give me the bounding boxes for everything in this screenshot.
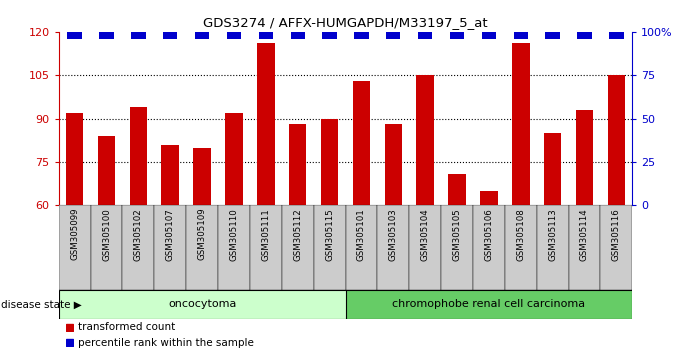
- Bar: [513, 32, 528, 39]
- Bar: [59, 290, 346, 319]
- Text: GSM305116: GSM305116: [612, 208, 621, 261]
- Text: GSM305111: GSM305111: [261, 208, 270, 261]
- Text: GSM305113: GSM305113: [548, 208, 557, 261]
- Bar: [186, 205, 218, 290]
- Bar: [66, 339, 73, 346]
- Bar: [480, 191, 498, 205]
- Bar: [66, 324, 73, 331]
- Bar: [609, 32, 623, 39]
- Text: GSM305102: GSM305102: [134, 208, 143, 261]
- Text: disease state ▶: disease state ▶: [1, 299, 82, 309]
- Title: GDS3274 / AFFX-HUMGAPDH/M33197_5_at: GDS3274 / AFFX-HUMGAPDH/M33197_5_at: [203, 16, 488, 29]
- Bar: [377, 205, 409, 290]
- Bar: [386, 32, 401, 39]
- Bar: [97, 136, 115, 205]
- Bar: [227, 32, 241, 39]
- Bar: [384, 124, 402, 205]
- Text: GSM305106: GSM305106: [484, 208, 493, 261]
- Text: percentile rank within the sample: percentile rank within the sample: [78, 338, 254, 348]
- Text: chromophobe renal cell carcinoma: chromophobe renal cell carcinoma: [392, 299, 585, 309]
- Bar: [409, 205, 441, 290]
- Text: transformed count: transformed count: [78, 322, 176, 332]
- Bar: [289, 124, 307, 205]
- Bar: [59, 205, 91, 290]
- Bar: [122, 205, 154, 290]
- Bar: [577, 32, 591, 39]
- Bar: [193, 148, 211, 205]
- Bar: [450, 32, 464, 39]
- Text: GSM305107: GSM305107: [166, 208, 175, 261]
- Bar: [482, 32, 496, 39]
- Bar: [346, 205, 377, 290]
- Text: GSM305110: GSM305110: [229, 208, 238, 261]
- Bar: [544, 133, 561, 205]
- Bar: [323, 32, 337, 39]
- Text: GSM305101: GSM305101: [357, 208, 366, 261]
- Bar: [505, 205, 537, 290]
- Bar: [100, 32, 114, 39]
- Bar: [321, 119, 339, 205]
- Bar: [346, 290, 632, 319]
- Bar: [448, 173, 466, 205]
- Bar: [607, 75, 625, 205]
- Text: GSM305108: GSM305108: [516, 208, 525, 261]
- Bar: [290, 32, 305, 39]
- Bar: [473, 205, 505, 290]
- Bar: [441, 205, 473, 290]
- Text: GSM305100: GSM305100: [102, 208, 111, 261]
- Bar: [250, 205, 282, 290]
- Bar: [418, 32, 433, 39]
- Bar: [537, 205, 569, 290]
- Bar: [354, 32, 368, 39]
- Bar: [417, 75, 434, 205]
- Bar: [569, 205, 600, 290]
- Bar: [130, 107, 147, 205]
- Bar: [225, 113, 243, 205]
- Bar: [91, 205, 122, 290]
- Bar: [257, 44, 274, 205]
- Bar: [258, 32, 273, 39]
- Text: GSM305109: GSM305109: [198, 208, 207, 261]
- Bar: [162, 144, 179, 205]
- Bar: [68, 32, 82, 39]
- Bar: [545, 32, 560, 39]
- Bar: [282, 205, 314, 290]
- Bar: [163, 32, 178, 39]
- Bar: [600, 205, 632, 290]
- Text: GSM305099: GSM305099: [70, 208, 79, 261]
- Bar: [131, 32, 146, 39]
- Bar: [314, 205, 346, 290]
- Text: GSM305115: GSM305115: [325, 208, 334, 261]
- Bar: [66, 113, 84, 205]
- Text: GSM305103: GSM305103: [389, 208, 398, 261]
- Text: GSM305104: GSM305104: [421, 208, 430, 261]
- Bar: [512, 44, 529, 205]
- Bar: [218, 205, 250, 290]
- Text: GSM305105: GSM305105: [453, 208, 462, 261]
- Bar: [576, 110, 594, 205]
- Text: GSM305114: GSM305114: [580, 208, 589, 261]
- Text: GSM305112: GSM305112: [293, 208, 302, 261]
- Bar: [154, 205, 186, 290]
- Text: oncocytoma: oncocytoma: [168, 299, 236, 309]
- Bar: [195, 32, 209, 39]
- Bar: [352, 81, 370, 205]
